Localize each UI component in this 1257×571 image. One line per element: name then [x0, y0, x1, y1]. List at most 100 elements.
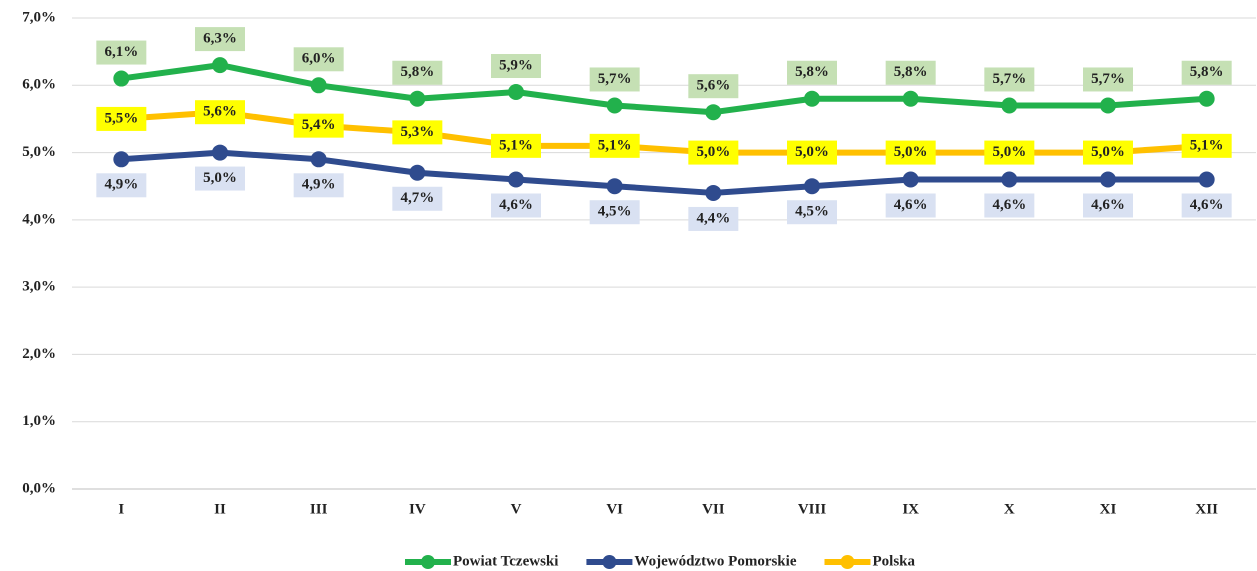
- point: [902, 171, 919, 188]
- y-tick-label: 0,0%: [22, 480, 56, 496]
- point: [310, 151, 327, 168]
- data-label: 6,0%: [302, 51, 336, 67]
- data-label-bg: [195, 27, 245, 52]
- data-label: 6,3%: [203, 31, 237, 47]
- data-label-bg: [491, 133, 541, 158]
- data-label-bg: [787, 140, 837, 165]
- point: [113, 70, 130, 87]
- y-tick-label: 1,0%: [22, 413, 56, 429]
- data-label: 5,8%: [894, 64, 928, 80]
- x-tick-label: XI: [1100, 501, 1117, 517]
- y-tick-label: 3,0%: [22, 279, 56, 295]
- data-label: 5,8%: [1190, 64, 1224, 80]
- data-label-bg: [195, 166, 245, 191]
- data-label-bg: [1181, 60, 1232, 85]
- series-line: [121, 149, 1207, 196]
- data-label: 5,0%: [795, 144, 829, 160]
- data-label: 4,9%: [104, 177, 138, 193]
- data-label-bg: [688, 140, 739, 165]
- data-label-bg: [1083, 140, 1133, 165]
- data-label-bg: [688, 206, 739, 231]
- point: [1198, 171, 1215, 188]
- data-label-bg: [491, 193, 541, 218]
- y-tick-label: 4,0%: [22, 211, 56, 227]
- point: [606, 178, 623, 195]
- data-label: 4,4%: [696, 210, 730, 226]
- data-label: 5,8%: [400, 64, 434, 80]
- point: [508, 84, 524, 101]
- x-tick-label: VIII: [798, 501, 827, 517]
- data-label-bg: [1181, 133, 1232, 158]
- x-tick-label: III: [310, 501, 328, 517]
- legend-label: Powiat Tczewski: [453, 553, 558, 569]
- point: [212, 144, 228, 161]
- data-label: 4,6%: [1091, 197, 1125, 213]
- data-label: 5,0%: [1091, 144, 1125, 160]
- data-label: 5,8%: [795, 64, 829, 80]
- point: [705, 104, 722, 121]
- point: [212, 57, 228, 74]
- data-label-bg: [392, 186, 443, 211]
- data-label: 4,6%: [894, 197, 928, 213]
- data-label-bg: [1181, 193, 1232, 218]
- x-tick-label: VII: [702, 501, 725, 517]
- y-tick-label: 6,0%: [22, 77, 56, 93]
- data-label: 5,6%: [203, 104, 237, 120]
- data-label: 6,1%: [104, 44, 138, 60]
- series-line: [121, 109, 1207, 156]
- y-tick-label: 7,0%: [22, 9, 56, 25]
- data-label: 5,9%: [499, 57, 533, 73]
- data-label: 4,5%: [795, 204, 829, 220]
- data-label: 5,7%: [598, 71, 632, 87]
- legend-marker: [421, 555, 435, 569]
- point: [1001, 171, 1018, 188]
- data-label-bg: [96, 106, 147, 131]
- point: [804, 90, 820, 107]
- point: [409, 164, 426, 181]
- data-label-bg: [885, 193, 936, 218]
- point: [1001, 97, 1018, 114]
- x-tick-label: XII: [1195, 501, 1218, 517]
- data-label: 5,6%: [696, 78, 730, 94]
- point: [705, 184, 722, 201]
- data-label-bg: [392, 120, 443, 145]
- data-label-bg: [96, 40, 147, 65]
- series-line: [120, 62, 1207, 116]
- data-label: 5,5%: [104, 110, 138, 126]
- data-label: 5,0%: [203, 170, 237, 186]
- data-label-bg: [885, 140, 936, 165]
- point: [606, 97, 623, 114]
- data-label-bg: [589, 200, 640, 225]
- x-tick-label: IV: [409, 501, 426, 517]
- data-label-bg: [885, 60, 936, 85]
- data-label-bg: [491, 54, 541, 79]
- data-label: 5,0%: [696, 144, 730, 160]
- data-label: 4,6%: [1190, 197, 1224, 213]
- data-label-bg: [1083, 193, 1133, 218]
- point: [1100, 171, 1116, 188]
- data-label-bg: [787, 200, 837, 225]
- data-label: 5,7%: [1091, 71, 1125, 87]
- data-label-bg: [293, 173, 344, 198]
- data-label: 4,9%: [302, 177, 336, 193]
- data-label-bg: [787, 60, 837, 85]
- data-label: 5,0%: [894, 144, 928, 160]
- legend-label: Polska: [872, 553, 915, 569]
- data-label: 5,1%: [1190, 137, 1224, 153]
- data-label: 5,1%: [499, 137, 533, 153]
- point: [902, 90, 919, 107]
- data-label-bg: [688, 74, 739, 99]
- point: [113, 151, 130, 168]
- data-label-bg: [589, 133, 640, 158]
- data-label-bg: [984, 193, 1035, 218]
- point: [310, 77, 327, 94]
- data-label-bg: [589, 67, 640, 92]
- x-tick-label: II: [214, 501, 226, 517]
- x-tick-label: IX: [902, 501, 919, 517]
- point: [804, 178, 820, 195]
- data-label: 4,6%: [992, 197, 1026, 213]
- point: [409, 90, 426, 107]
- x-tick-label: I: [118, 501, 124, 517]
- legend-marker: [840, 555, 855, 569]
